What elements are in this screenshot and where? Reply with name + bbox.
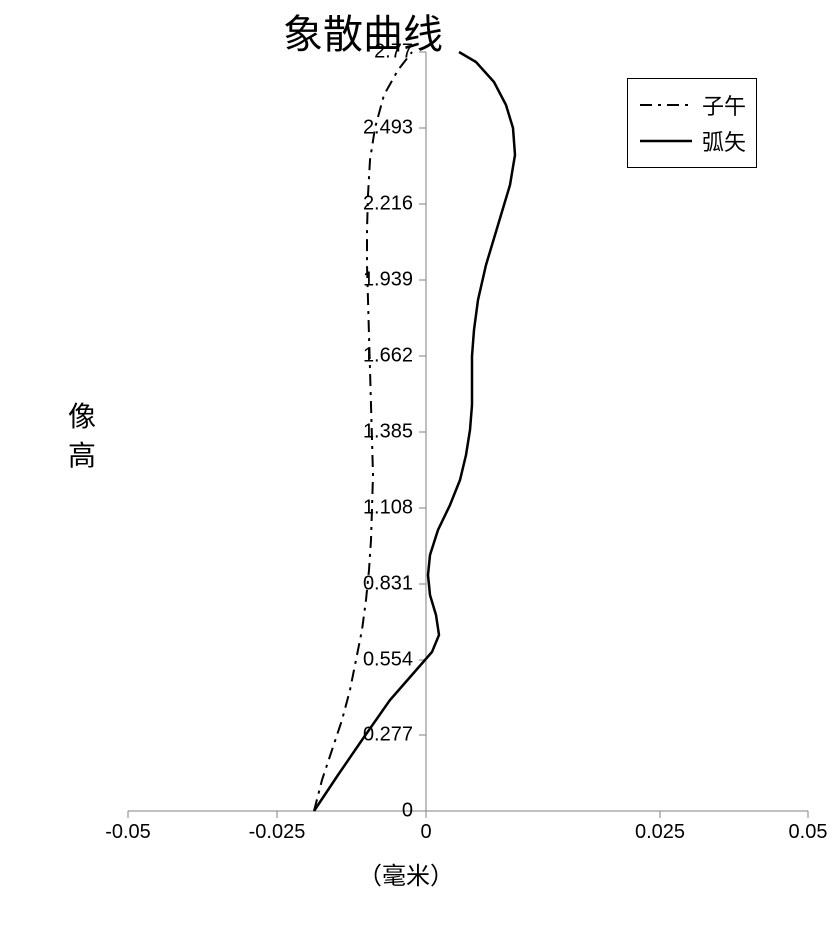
x-tick-label: 0.05 <box>789 821 828 844</box>
y-tick-label: 0.554 <box>363 649 413 672</box>
x-tick-label: -0.05 <box>105 821 151 844</box>
y-tick-label: 0.831 <box>363 573 413 596</box>
y-tick-label: 0.277 <box>363 724 413 747</box>
y-tick-label: 2.216 <box>363 193 413 216</box>
legend-swatch-ziwu <box>638 95 694 115</box>
astigmatism-chart: 象散曲线 像 高 （毫米） 子午弧矢 -0.05-0.02500.0250.05… <box>0 0 839 928</box>
y-tick-label: 1.662 <box>363 345 413 368</box>
y-tick-label: 2.77 <box>374 41 413 64</box>
x-tick-label: 0 <box>420 821 431 844</box>
y-tick-label: 2.493 <box>363 117 413 140</box>
y-tick-label: 1.108 <box>363 497 413 520</box>
y-tick-label: 1.939 <box>363 269 413 292</box>
series-group <box>314 52 515 811</box>
legend-label-huoshi: 弧矢 <box>702 125 746 157</box>
y-tick-label: 0 <box>402 800 413 823</box>
y-tick-label: 1.385 <box>363 421 413 444</box>
series-huoshi <box>314 52 515 811</box>
legend-label-ziwu: 子午 <box>702 89 746 121</box>
legend-item-huoshi: 弧矢 <box>638 125 746 157</box>
legend: 子午弧矢 <box>627 78 757 168</box>
x-tick-label: -0.025 <box>249 821 306 844</box>
x-tick-label: 0.025 <box>635 821 685 844</box>
legend-swatch-huoshi <box>638 131 694 151</box>
legend-item-ziwu: 子午 <box>638 89 746 121</box>
